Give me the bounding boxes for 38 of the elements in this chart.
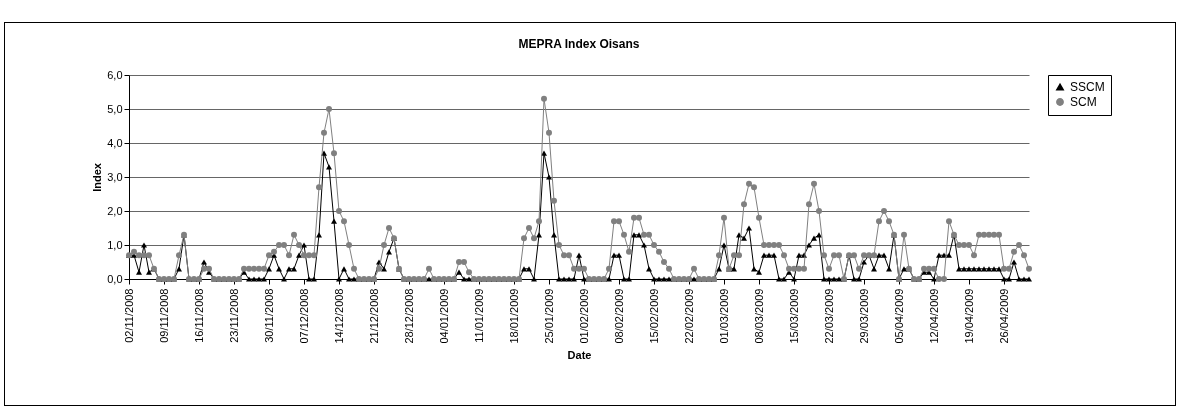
x-tick-label: 22/02/2009 [682, 288, 695, 344]
x-tick-label: 01/03/2009 [717, 288, 730, 344]
x-tick-label: 29/03/2009 [857, 288, 870, 344]
y-tick-label: 1,0 [107, 238, 123, 251]
y-tick-label: 0,0 [107, 272, 123, 285]
x-tick-label: 25/01/2009 [542, 288, 555, 344]
x-tick-label: 12/04/2009 [927, 288, 940, 344]
x-tick-label: 22/03/2009 [822, 288, 835, 344]
x-tick-label: 05/04/2009 [892, 288, 905, 344]
x-tick-label: 07/12/2008 [297, 288, 310, 344]
x-tick-label: 01/02/2009 [577, 288, 590, 344]
x-tick-label: 19/04/2009 [962, 288, 975, 344]
x-tick-label: 26/04/2009 [997, 288, 1010, 344]
legend-label: SSCM [1070, 80, 1105, 94]
x-tick-label: 11/01/2009 [472, 288, 485, 343]
x-tick-label: 28/12/2008 [402, 288, 415, 344]
x-tick-label: 14/12/2008 [332, 288, 345, 344]
x-tick-label: 23/11/2008 [227, 288, 240, 343]
x-tick-label: 30/11/2008 [262, 288, 275, 343]
legend-label: SCM [1070, 95, 1097, 109]
y-axis-title: Index [91, 162, 104, 192]
y-tick-label: 2,0 [107, 204, 123, 217]
y-tick-label: 4,0 [107, 136, 123, 149]
y-tick-label: 3,0 [107, 170, 123, 183]
x-tick-label: 02/11/2008 [122, 288, 135, 343]
y-tick-label: 5,0 [107, 102, 123, 115]
x-tick-label: 21/12/2008 [367, 288, 380, 344]
x-tick-label: 18/01/2009 [507, 288, 520, 344]
y-tick-label: 6,0 [107, 68, 123, 81]
x-tick-label: 16/11/2008 [192, 288, 205, 343]
chart-title: MEPRA Index Oisans [518, 37, 640, 51]
x-tick-label: 15/02/2009 [647, 288, 660, 344]
x-tick-label: 08/03/2009 [752, 288, 765, 344]
x-tick-label: 08/02/2009 [612, 288, 625, 344]
x-axis-title: Date [567, 348, 592, 361]
x-tick-label: 04/01/2009 [437, 288, 450, 344]
x-tick-label: 15/03/2009 [787, 288, 800, 344]
x-tick-label: 09/11/2008 [157, 288, 170, 343]
